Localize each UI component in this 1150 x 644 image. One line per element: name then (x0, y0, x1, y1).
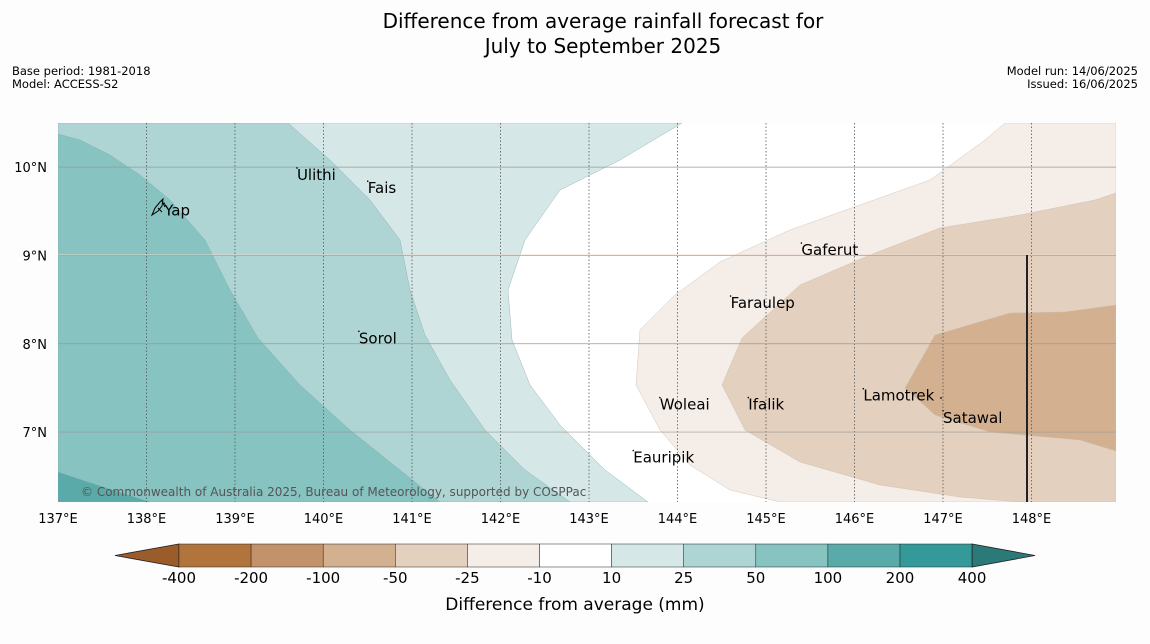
meta-right: Model run: 14/06/2025 Issued: 16/06/2025 (1007, 65, 1138, 91)
place-dot (942, 410, 944, 412)
place-label: Woleai (660, 396, 710, 414)
y-tick-label: 9°N (23, 249, 48, 264)
contour-50-to-100 (58, 133, 441, 502)
copyright-text: © Commonwealth of Australia 2025, Bureau… (81, 485, 586, 499)
colorbar-bin (395, 543, 468, 568)
colorbar-tick-label: 10 (602, 569, 621, 587)
x-tick-label: 145°E (746, 512, 786, 527)
place-label: Faraulep (731, 294, 795, 312)
title-line-2: July to September 2025 (484, 34, 722, 58)
x-tick-label: 138°E (127, 512, 167, 527)
x-tick-label: 139°E (215, 512, 255, 527)
colorbar-tick-label: -25 (455, 569, 480, 587)
place-dot (747, 396, 750, 399)
colorbar-tick-label: 25 (674, 569, 693, 587)
x-axis-ticks: 137°E 138°E 139°E 140°E 141°E 142°E 143°E 144°E… (38, 512, 1051, 527)
x-tick-label: 147°E (923, 512, 963, 527)
colorbar-tick-label: -400 (162, 569, 196, 587)
place-label: Satawal (943, 409, 1002, 427)
place-label: Eauripik (633, 449, 694, 467)
place-markers: Yap Ulithi Fais Gaferut Faraulep Sorol Lamotre… (163, 166, 1002, 467)
place-dot (800, 242, 803, 244)
place-label: Sorol (359, 329, 397, 347)
colorbar-tick-label: -50 (383, 569, 408, 587)
y-tick-label: 8°N (23, 338, 48, 353)
y-tick-label: 7°N (23, 426, 48, 441)
place-dot (358, 330, 360, 333)
place-dot (366, 180, 369, 183)
place-label: Gaferut (801, 241, 858, 259)
yap-island-outline (150, 197, 166, 217)
place-dot (729, 295, 732, 297)
colorbar-bin (899, 543, 973, 568)
colorbar-tick-label: 200 (886, 569, 915, 587)
model-run-text: Model run: 14/06/2025 (1006, 64, 1138, 78)
map-title: Difference from average rainfall forecas… (0, 9, 1150, 59)
colorbar-tick-label: 50 (746, 569, 765, 587)
place-dot (659, 396, 661, 399)
x-tick-label: 146°E (835, 512, 875, 527)
colorbar-bin (611, 543, 684, 568)
colorbar-bin (539, 543, 612, 568)
contour-minus100-to-minus50 (904, 304, 1116, 452)
colorbar-bin (322, 543, 396, 568)
colorbar-bin (467, 543, 540, 568)
place-dot (862, 387, 865, 390)
x-tick-label: 148°E (1012, 512, 1052, 527)
place-label: Yap (163, 201, 190, 219)
colorbar-tick-label: 400 (958, 569, 987, 587)
x-tick-label: 141°E (392, 512, 432, 527)
graticule (58, 123, 1116, 502)
base-period-text: Base period: 1981-2018 (12, 64, 151, 78)
colorbar-extend-high (971, 543, 1036, 568)
place-label: Ifalik (748, 396, 784, 414)
x-tick-label: 144°E (658, 512, 698, 527)
place-label: Ulithi (297, 166, 336, 184)
colorbar-extend-low (114, 543, 180, 568)
place-label: Lamotrek (863, 387, 934, 405)
colorbar-bin (178, 543, 252, 568)
colorbar-tick-label: 100 (814, 569, 843, 587)
colorbar-bin (250, 543, 324, 568)
model-text: Model: ACCESS-S2 (12, 77, 119, 91)
map-area: Yap Ulithi Fais Gaferut Faraulep Sorol Lamotre… (58, 123, 1116, 502)
x-tick-label: 143°E (569, 512, 609, 527)
place-dot (296, 167, 298, 169)
x-tick-label: 140°E (304, 512, 344, 527)
place-label: Fais (368, 179, 397, 197)
colorbar: -400 -200 -100 -50 -25 -10 10 25 50 100 200 400 (114, 543, 1036, 587)
colorbar-label: Difference from average (mm) (445, 595, 704, 615)
place-dot (632, 449, 635, 452)
contour-100-to-200 (58, 471, 151, 502)
y-axis-ticks: 10°N 9°N 8°N 7°N (14, 161, 47, 441)
x-tick-label: 142°E (481, 512, 521, 527)
colorbar-bin (827, 543, 901, 568)
colorbar-tick-label: -200 (234, 569, 268, 587)
colorbar-tick-label: -100 (306, 569, 340, 587)
colorbar-tick-label: -10 (527, 569, 552, 587)
meta-left: Base period: 1981-2018 Model: ACCESS-S2 (12, 65, 151, 91)
place-dot (940, 397, 942, 399)
colorbar-bin (755, 543, 829, 568)
issued-text: Issued: 16/06/2025 (1027, 77, 1138, 91)
y-tick-label: 10°N (14, 161, 47, 176)
title-line-1: Difference from average rainfall forecas… (382, 9, 824, 33)
x-tick-label: 137°E (38, 512, 78, 527)
colorbar-bin (683, 543, 757, 568)
